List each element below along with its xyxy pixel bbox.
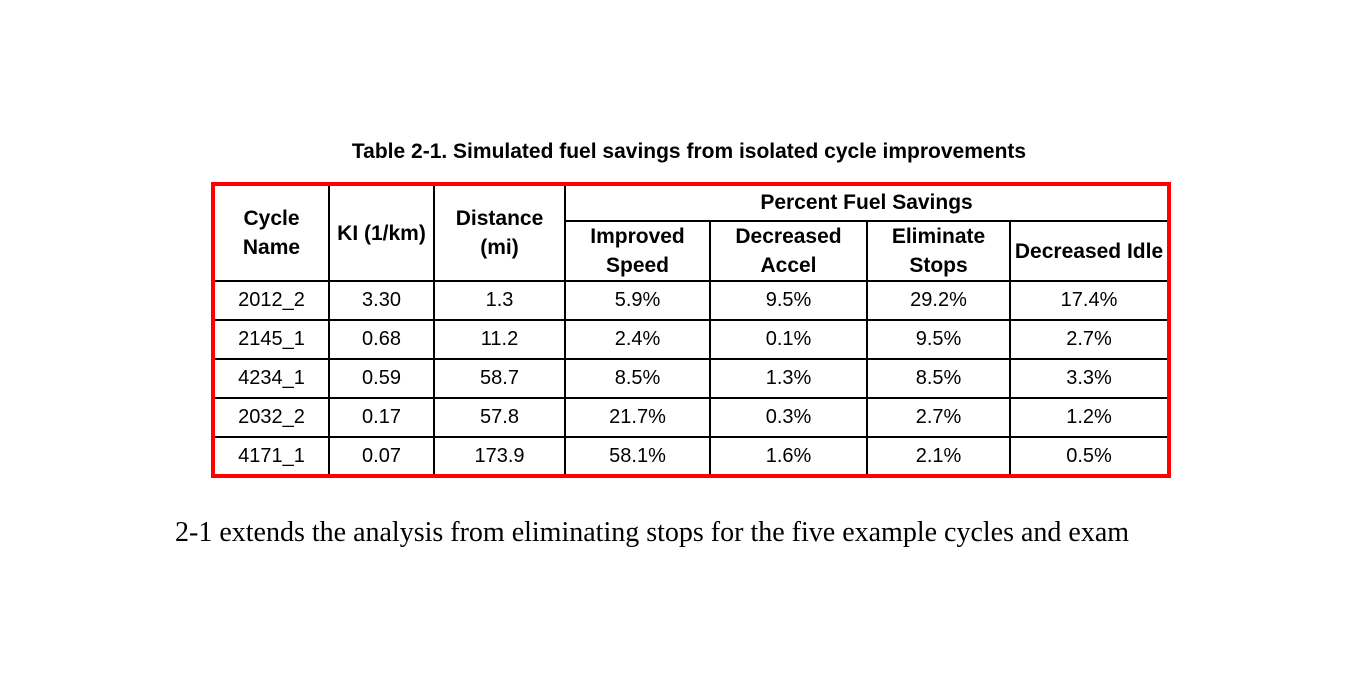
column-header-ki: KI (1/km) [328, 183, 435, 282]
cell-eliminate-stops: 8.5% [866, 358, 1011, 399]
table-row: 2012_2 3.30 1.3 5.9% 9.5% 29.2% 17.4% [212, 280, 1171, 321]
cell-decreased-idle: 17.4% [1008, 280, 1171, 321]
cell-decreased-accel: 1.6% [709, 436, 868, 477]
column-header-decreased-idle: Decreased Idle [1008, 220, 1171, 282]
cell-cycle-name: 4234_1 [212, 358, 330, 399]
table-body: 2012_2 3.30 1.3 5.9% 9.5% 29.2% 17.4% 21… [212, 280, 1171, 477]
cell-improved-speed: 58.1% [564, 436, 711, 477]
cell-cycle-name: 2012_2 [212, 280, 330, 321]
cell-eliminate-stops: 2.1% [866, 436, 1011, 477]
cell-decreased-idle: 3.3% [1008, 358, 1171, 399]
cell-decreased-accel: 0.1% [709, 319, 868, 360]
header-row-top: Cycle Name KI (1/km) Distance (mi) Perce… [212, 183, 1171, 282]
cell-eliminate-stops: 9.5% [866, 319, 1011, 360]
cell-improved-speed: 8.5% [564, 358, 711, 399]
cell-decreased-idle: 2.7% [1008, 319, 1171, 360]
cell-eliminate-stops: 2.7% [866, 397, 1011, 438]
column-header-improved-speed: Improved Speed [564, 220, 711, 282]
cell-improved-speed: 2.4% [564, 319, 711, 360]
table-row: 2032_2 0.17 57.8 21.7% 0.3% 2.7% 1.2% [212, 397, 1171, 438]
cell-decreased-accel: 0.3% [709, 397, 868, 438]
table-row: 4171_1 0.07 173.9 58.1% 1.6% 2.1% 0.5% [212, 436, 1171, 477]
cell-improved-speed: 5.9% [564, 280, 711, 321]
column-header-distance: Distance (mi) [433, 183, 566, 282]
column-header-cycle-name: Cycle Name [212, 183, 330, 282]
table-header: Cycle Name KI (1/km) Distance (mi) Perce… [212, 183, 1171, 282]
cell-ki: 3.30 [328, 280, 435, 321]
cell-decreased-accel: 9.5% [709, 280, 868, 321]
cell-ki: 0.07 [328, 436, 435, 477]
header-row-sub: Improved Speed Decreased Accel Eliminate… [213, 220, 1171, 282]
cell-ki: 0.59 [328, 358, 435, 399]
cell-cycle-name: 2032_2 [212, 397, 330, 438]
cell-cycle-name: 4171_1 [212, 436, 330, 477]
column-header-decreased-accel: Decreased Accel [709, 220, 868, 282]
cell-decreased-accel: 1.3% [709, 358, 868, 399]
table-title: Table 2-1. Simulated fuel savings from i… [351, 140, 1027, 163]
cell-decreased-idle: 0.5% [1008, 436, 1171, 477]
cell-distance: 58.7 [433, 358, 566, 399]
table-row: 2145_1 0.68 11.2 2.4% 0.1% 9.5% 2.7% [212, 319, 1171, 360]
cell-eliminate-stops: 29.2% [866, 280, 1011, 321]
body-text: 2-1 extends the analysis from eliminatin… [175, 517, 1130, 548]
fuel-savings-table: Cycle Name KI (1/km) Distance (mi) Perce… [211, 182, 1172, 478]
cell-ki: 0.17 [328, 397, 435, 438]
group-header-percent-fuel-savings: Percent Fuel Savings [563, 183, 1171, 222]
cell-improved-speed: 21.7% [564, 397, 711, 438]
column-header-eliminate-stops: Eliminate Stops [866, 220, 1011, 282]
cell-decreased-idle: 1.2% [1008, 397, 1171, 438]
cell-cycle-name: 2145_1 [212, 319, 330, 360]
cell-distance: 57.8 [433, 397, 566, 438]
cell-distance: 173.9 [433, 436, 566, 477]
table-row: 4234_1 0.59 58.7 8.5% 1.3% 8.5% 3.3% [212, 358, 1171, 399]
cell-distance: 1.3 [433, 280, 566, 321]
cell-distance: 11.2 [433, 319, 566, 360]
cell-ki: 0.68 [328, 319, 435, 360]
